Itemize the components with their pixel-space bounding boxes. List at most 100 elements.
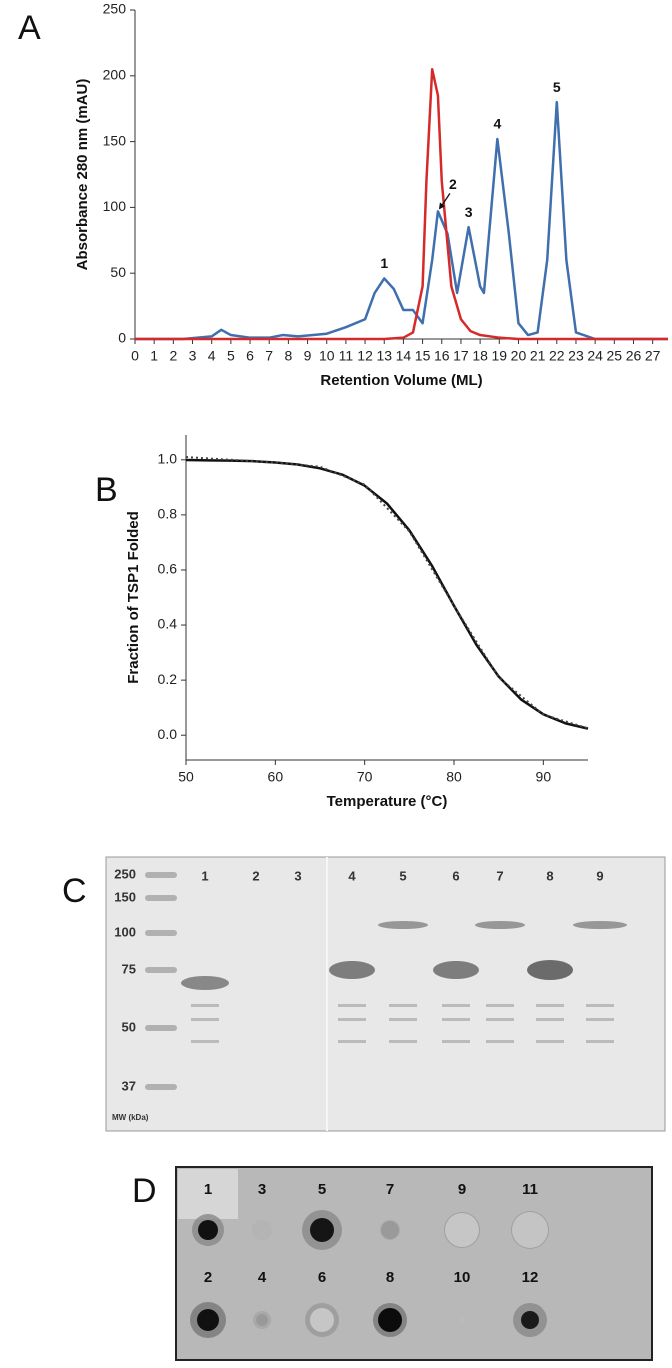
gel-band	[433, 961, 479, 979]
panel-label: D	[132, 1172, 157, 1210]
line-series	[185, 456, 589, 730]
arrow-head	[438, 202, 445, 210]
x-axis-title: Retention Volume (ML)	[320, 372, 482, 389]
y-tick-label: 250	[103, 1, 127, 17]
y-tick-label: 0.6	[158, 561, 178, 577]
faint-band	[486, 1040, 514, 1043]
faint-band	[442, 1004, 470, 1007]
lane-label: 9	[596, 868, 603, 883]
spot-label: 5	[318, 1181, 326, 1198]
x-tick-label: 11	[339, 348, 354, 364]
annotation: 3	[465, 204, 473, 220]
faint-band	[338, 1040, 366, 1043]
panel-label: B	[95, 471, 118, 509]
spot-label: 1	[204, 1181, 212, 1198]
marker-label: 37	[122, 1078, 136, 1093]
annotation: 4	[493, 116, 501, 132]
x-tick-label: 0	[131, 348, 139, 364]
x-tick-label: 1	[150, 348, 158, 364]
x-tick-label: 15	[415, 348, 431, 364]
marker-caption: MW (kDa)	[112, 1113, 149, 1122]
x-tick-label: 20	[511, 348, 527, 364]
x-tick-label: 12	[357, 348, 373, 364]
x-tick-label: 27	[645, 348, 661, 364]
spot-label: 8	[386, 1269, 394, 1286]
faint-band	[191, 1018, 219, 1021]
x-tick-label: 16	[434, 348, 450, 364]
spot-label: 7	[386, 1181, 394, 1198]
marker-label: 250	[114, 866, 136, 881]
lane-label: 7	[496, 868, 503, 883]
marker-label: 75	[122, 961, 136, 976]
faint-band	[586, 1004, 614, 1007]
spot-halo	[460, 1318, 464, 1322]
x-tick-label: 60	[268, 769, 284, 785]
faint-band	[486, 1004, 514, 1007]
y-tick-label: 0.0	[158, 726, 178, 742]
spot	[378, 1308, 402, 1332]
lane-label: 2	[252, 868, 259, 883]
spot	[256, 1314, 268, 1326]
faint-band	[389, 1018, 417, 1021]
spot	[445, 1213, 479, 1247]
gel-band	[378, 921, 428, 929]
x-tick-label: 80	[446, 769, 462, 785]
x-tick-label: 8	[284, 348, 292, 364]
y-tick-label: 50	[110, 264, 126, 280]
x-tick-label: 14	[396, 348, 412, 364]
spot	[198, 1220, 218, 1240]
gel-band	[573, 921, 627, 929]
spot-label: 11	[522, 1181, 538, 1198]
x-tick-label: 19	[491, 348, 507, 364]
x-tick-label: 10	[319, 348, 335, 364]
spot-halo	[252, 1220, 272, 1240]
spot	[512, 1212, 548, 1248]
spot-label: 12	[522, 1269, 539, 1286]
faint-band	[442, 1040, 470, 1043]
blot-patch	[178, 1169, 238, 1219]
y-tick-label: 0.4	[158, 616, 178, 632]
x-tick-label: 23	[568, 348, 584, 364]
x-tick-label: 50	[178, 769, 194, 785]
spot-label: 2	[204, 1269, 212, 1286]
y-tick-label: 150	[103, 132, 127, 148]
x-tick-label: 3	[189, 348, 197, 364]
gel-band	[329, 961, 375, 979]
spot-label: 6	[318, 1269, 326, 1286]
x-tick-label: 5	[227, 348, 235, 364]
lane-label: 6	[452, 868, 459, 883]
x-tick-label: 21	[530, 348, 546, 364]
spot-label: 10	[454, 1269, 471, 1286]
y-tick-label: 0.2	[158, 671, 178, 687]
faint-band	[191, 1040, 219, 1043]
gel-band	[475, 921, 525, 929]
ladder-band	[145, 895, 177, 901]
panel-label: C	[62, 872, 87, 910]
spot	[521, 1311, 539, 1329]
faint-band	[536, 1018, 564, 1021]
x-tick-label: 17	[453, 348, 469, 364]
x-tick-label: 25	[607, 348, 623, 364]
ladder-band	[145, 1025, 177, 1031]
annotation: 1	[380, 255, 388, 271]
spot	[381, 1221, 399, 1239]
spot-label: 4	[258, 1269, 267, 1286]
x-tick-label: 6	[246, 348, 254, 364]
x-tick-label: 4	[208, 348, 216, 364]
faint-band	[338, 1018, 366, 1021]
marker-label: 100	[114, 924, 136, 939]
x-tick-label: 9	[304, 348, 312, 364]
x-axis-title: Temperature (°C)	[327, 793, 448, 810]
lane-label: 3	[294, 868, 301, 883]
lane-label: 1	[201, 868, 208, 883]
y-tick-label: 0.8	[158, 506, 178, 522]
lane-label: 8	[546, 868, 553, 883]
faint-band	[389, 1004, 417, 1007]
gel-band	[181, 976, 229, 990]
marker-label: 50	[122, 1019, 136, 1034]
lane-label: 4	[348, 868, 356, 883]
ladder-band	[145, 872, 177, 878]
x-tick-label: 13	[376, 348, 392, 364]
spot	[310, 1308, 334, 1332]
